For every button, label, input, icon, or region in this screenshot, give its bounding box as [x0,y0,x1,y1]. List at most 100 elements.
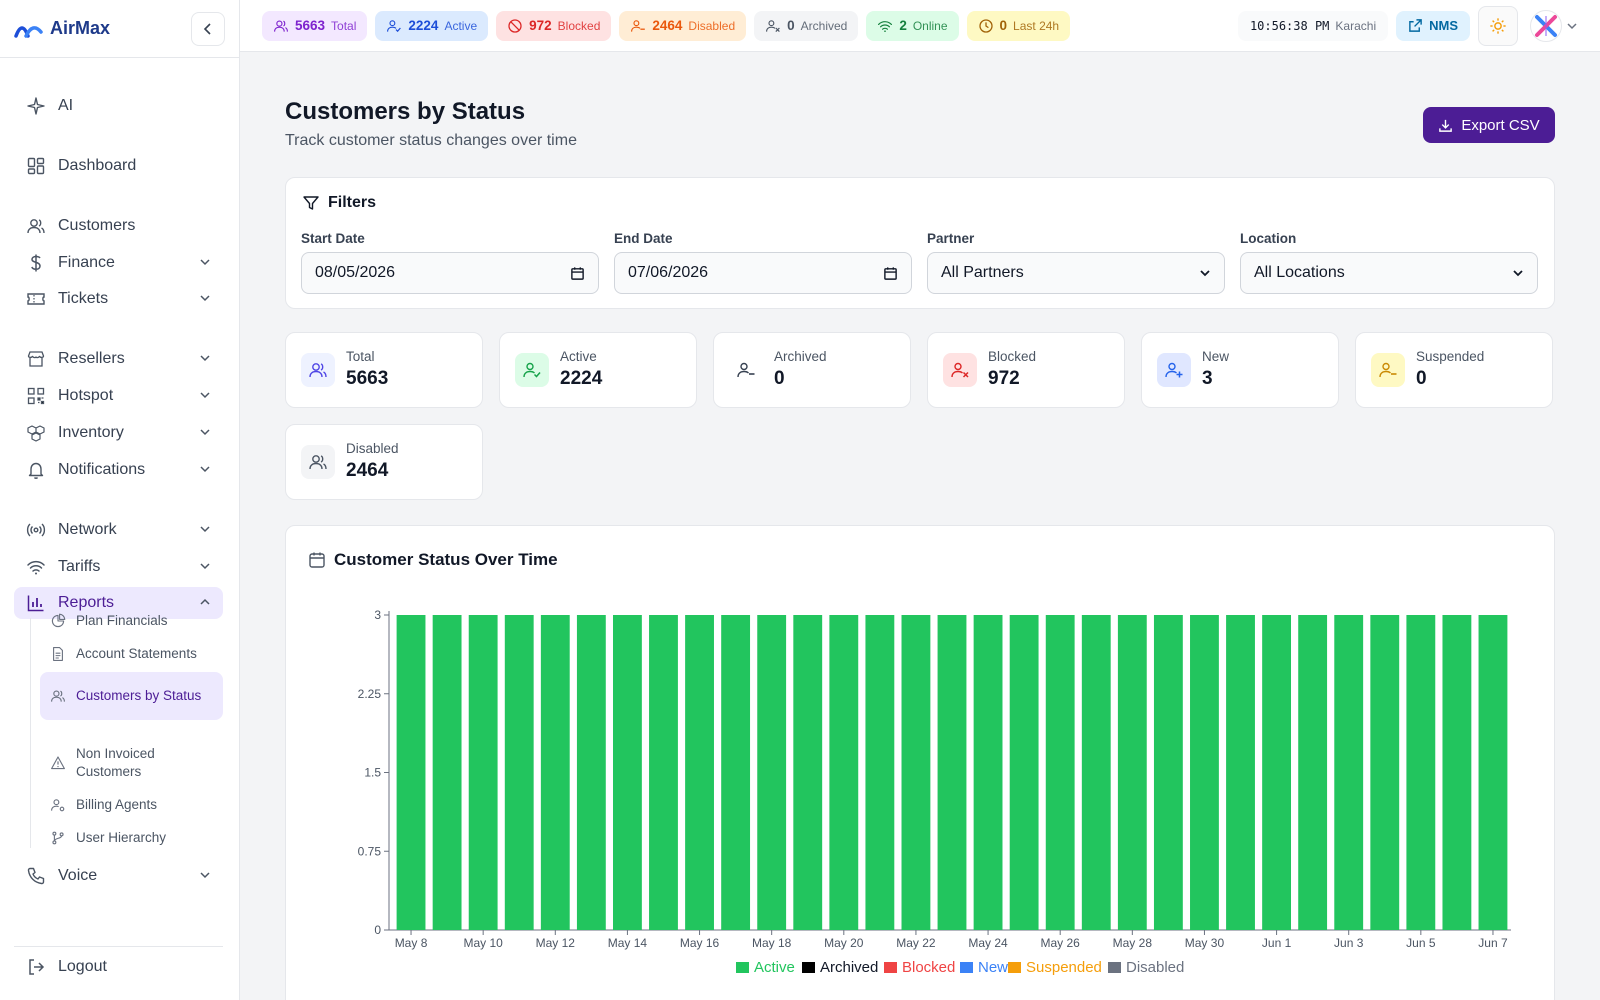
dollar-icon [31,254,41,272]
sidebar-subitem-customers-by-status[interactable]: Customers by Status [40,672,223,720]
logout-button[interactable]: Logout [14,946,223,986]
bar-active [973,615,1003,930]
sidebar-item-finance[interactable]: Finance [14,247,223,279]
stat-label: New [1202,349,1230,364]
bar-active [1045,615,1075,930]
bar-active [1153,615,1183,930]
theme-toggle-button[interactable] [1478,5,1518,46]
status-bar-chart: 0 0.75 1.5 2.25 3 May 8 May 10 May 12 May 14 May … [358,608,1511,976]
stat-card-disabled: Disabled 2464 [285,424,483,500]
branch-icon [52,831,64,845]
sidebar-item-tariffs[interactable]: Tariffs [14,551,223,583]
export-csv-button[interactable]: Export CSV [1423,107,1555,143]
filters-panel: Filters Start Date 08/05/2026 End Date 0… [285,177,1555,309]
stat-value: 3 [1202,368,1213,389]
bell-icon [28,462,44,479]
bar-active [1117,615,1147,930]
stat-icon-badge [943,353,977,387]
user-minus-icon [737,362,755,378]
bar-active [1009,615,1039,930]
sidebar-collapse-button[interactable] [191,11,225,46]
warning-icon [51,756,65,770]
location-field: Location All Locations [1240,231,1538,294]
sidebar-subitem-non-invoiced[interactable]: Non Invoiced Customers [40,739,223,787]
users-icon [309,363,327,378]
start-date-input[interactable]: 08/05/2026 [301,252,599,294]
calendar-icon[interactable] [883,266,898,281]
warning-icon-wrap [50,755,66,771]
sun-icon [1490,17,1506,34]
sidebar-item-dashboard[interactable]: Dashboard [14,150,223,182]
bar-active [432,615,462,930]
legend-label-suspended: Suspended [1026,959,1102,976]
end-date-input[interactable]: 07/06/2026 [614,252,912,294]
status-pill-last[interactable]: 0 Last 24h [966,10,1071,41]
nms-link[interactable]: NMS [1396,10,1470,41]
qr-icon-wrap [26,386,46,406]
location-select[interactable]: All Locations [1240,252,1538,294]
x-tick-label: May 30 [1185,936,1225,950]
sidebar-item-network[interactable]: Network [14,514,223,546]
user-x-icon [766,19,780,32]
stat-value: 0 [774,368,785,389]
sidebar-item-customers[interactable]: Customers [14,210,223,242]
stat-value: 2224 [560,368,603,389]
legend-swatch-active [736,962,749,973]
sidebar-item-tickets[interactable]: Tickets [14,283,223,315]
sidebar-subitem-billing-agents[interactable]: Billing Agents [40,790,223,820]
users-icon [309,455,327,470]
sidebar-item-ai[interactable]: AI [14,90,223,122]
sidebar: AirMax AI Dashboard Customers Finance Ticket… [0,0,240,1000]
calendar-icon[interactable] [570,266,585,281]
user-x-icon-wrap [765,18,781,34]
chevron-down-icon [1513,270,1523,277]
status-pill-total[interactable]: 5663 Total [262,10,368,41]
phone-icon [27,867,45,885]
stat-card-total: Total 5663 [285,332,483,408]
x-tick-label: Jun 7 [1478,936,1508,950]
sidebar-item-reports[interactable]: Reports [14,587,223,619]
user-menu[interactable] [1530,9,1578,42]
sidebar-item-resellers[interactable]: Resellers [14,343,223,375]
stat-label: Blocked [988,349,1037,364]
wifi-icon [27,560,45,575]
chevron-down-icon [199,256,211,271]
sidebar-item-voice[interactable]: Voice [14,860,223,892]
user-minus-icon [1379,362,1397,378]
ticket-icon [27,293,45,305]
end-date-field: End Date 07/06/2026 [614,231,912,294]
bar-active [1298,615,1328,930]
app-logo[interactable]: AirMax [14,18,110,39]
status-pill-disabled[interactable]: 2464 Disabled [619,10,747,41]
page-subtitle: Track customer status changes over time [285,132,577,149]
sidebar-subitem-label: User Hierarchy [76,830,167,845]
sidebar-subitem-account-statements[interactable]: Account Statements [40,639,223,669]
status-pill-blocked[interactable]: 972 Blocked [496,10,612,41]
bar-active [612,615,642,930]
status-pill-online[interactable]: 2 Online [866,10,959,41]
pill-value: 5663 [295,18,326,33]
status-pill-active[interactable]: 2224 Active [375,10,489,41]
legend-swatch-blocked [884,962,897,973]
sidebar-item-label: Tariffs [58,558,101,575]
partner-select[interactable]: All Partners [927,252,1225,294]
partner-value: All Partners [941,264,1024,281]
status-pill-archived[interactable]: 0 Archived [754,10,859,41]
sidebar-item-notifications[interactable]: Notifications [14,454,223,486]
sidebar-item-label: Resellers [58,350,125,367]
download-icon [1439,119,1453,132]
stat-value: 972 [988,368,1020,389]
clock-icon [978,18,993,33]
sidebar-item-hotspot[interactable]: Hotspot [14,380,223,412]
sidebar-item-inventory[interactable]: Inventory [14,417,223,449]
sidebar-subitem-user-hierarchy[interactable]: User Hierarchy [40,823,223,853]
sidebar-item-label: Voice [58,867,98,884]
ticket-icon-wrap [26,289,46,309]
sidebar-item-label: Tickets [58,290,109,307]
sidebar-subitem-plan-financials[interactable]: Plan Financials [40,606,223,636]
chevron-down-icon [199,426,211,441]
end-date-label: End Date [614,231,673,246]
filter-icon [303,196,319,210]
branch-icon-wrap [50,830,66,846]
x-tick-label: May 20 [824,936,864,950]
